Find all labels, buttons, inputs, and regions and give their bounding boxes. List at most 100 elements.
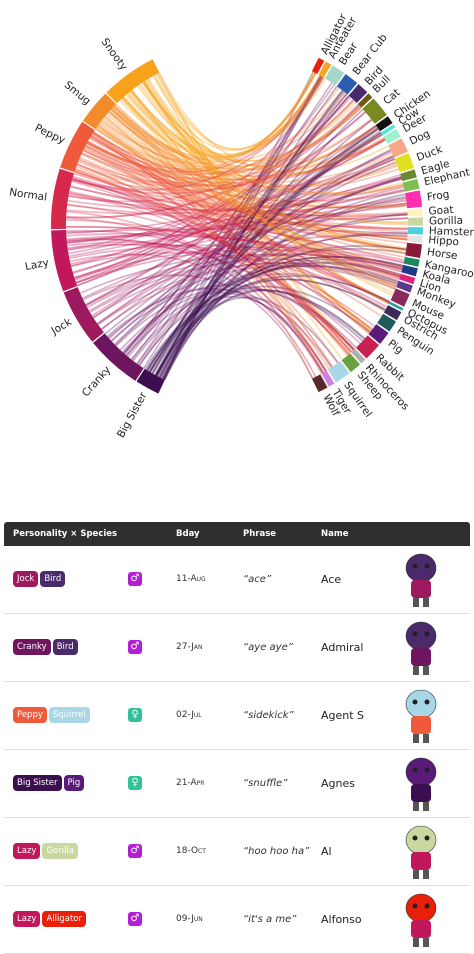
chord-ribbon — [142, 81, 377, 168]
tag-group: Jock Bird — [13, 571, 67, 587]
chord-ribbon — [85, 128, 379, 306]
group-label: Gorilla — [429, 215, 463, 228]
chord-ribbon — [74, 171, 403, 268]
chord-ribbon — [69, 244, 401, 278]
chord-ribbon — [123, 75, 323, 354]
chord-ribbon — [138, 295, 327, 372]
personality-chip: Lazy — [13, 911, 41, 927]
chord-ribbon — [66, 217, 327, 372]
chord-ribbons — [66, 71, 409, 381]
chord-ribbon — [159, 258, 403, 379]
chord-ribbon — [155, 262, 401, 377]
chord-ribbon — [136, 189, 405, 365]
chord-ribbon — [162, 89, 344, 380]
chord-ribbon — [68, 96, 352, 203]
group-arc — [405, 190, 423, 209]
phrase: “hoo hoo ha” — [243, 846, 310, 857]
chord-ribbon — [66, 233, 402, 273]
chord-ribbon — [85, 234, 408, 307]
chord-ribbon — [83, 147, 408, 215]
chord-ribbon — [161, 289, 366, 380]
birthday: 27-Jan — [176, 642, 203, 652]
chord-ribbon — [92, 253, 403, 319]
chord-ribbon — [67, 105, 361, 251]
group-arc — [321, 370, 335, 387]
chord-ribbon — [121, 217, 408, 353]
chord-ribbon — [86, 142, 399, 193]
chord-ribbon — [85, 144, 405, 203]
chord-ribbon — [68, 194, 407, 213]
group-label: Big Sister — [115, 390, 150, 440]
chord-ribbon — [108, 178, 402, 340]
group-label: Cranky — [80, 364, 113, 399]
chord-ribbon — [110, 75, 321, 161]
chord-ribbon — [85, 143, 408, 233]
chord-ribbon — [144, 80, 397, 287]
chord-ribbon — [113, 72, 317, 160]
group-arc — [402, 178, 420, 192]
group-label: Lazy — [24, 257, 50, 273]
gender-icon: ♂ — [128, 844, 142, 858]
chord-ribbon — [143, 80, 407, 209]
species-chip: Bird — [40, 571, 66, 587]
chord-ribbon — [111, 108, 406, 255]
chord-ribbon — [156, 73, 355, 351]
chord-ribbon — [66, 230, 361, 345]
chord-ribbon — [126, 95, 350, 357]
chord-ribbon — [66, 228, 408, 235]
chord-ribbon — [70, 174, 401, 265]
table-header: Personality × Species Bday Phrase Name — [4, 522, 470, 546]
personality-chip: Lazy — [13, 843, 41, 859]
chord-ribbon — [98, 122, 373, 331]
phrase: “snuffle” — [243, 778, 288, 789]
phrase: “aye aye” — [243, 642, 293, 653]
tag-group: Lazy Alligator — [13, 911, 88, 927]
group-arc — [51, 230, 78, 292]
group-arc — [388, 138, 408, 158]
chord-ribbon — [86, 92, 347, 176]
chord-ribbon — [136, 85, 361, 162]
group-arc — [375, 116, 393, 132]
group-arc — [362, 98, 387, 124]
chord-ribbon — [97, 177, 402, 325]
chord-ribbon — [144, 265, 399, 370]
group-arc — [396, 280, 413, 293]
chord-ribbon — [130, 90, 407, 252]
chord-ribbon — [67, 243, 388, 308]
chord-ribbon — [69, 253, 317, 378]
chord-ribbon — [106, 113, 399, 283]
chord-ribbon — [74, 186, 404, 279]
chord-ribbon — [155, 275, 391, 377]
chord-ribbon — [148, 119, 373, 373]
group-arc — [348, 84, 368, 103]
chord-ribbon — [92, 107, 362, 175]
chord-ribbon — [162, 196, 406, 380]
chord-ribbon — [82, 202, 407, 299]
chord-ribbon — [148, 255, 404, 373]
chord-ribbon — [79, 253, 401, 294]
chord-ribbon — [66, 234, 403, 269]
table-row: Cranky Bird ♂ 27-Jan “aye aye” Admiral — [4, 614, 470, 682]
phrase: “ace” — [243, 574, 272, 585]
chord-ribbon — [90, 135, 396, 188]
group-arc — [357, 93, 373, 108]
chord-ribbon — [142, 81, 394, 297]
chord-ribbon — [74, 168, 355, 351]
chord-ribbon — [89, 258, 399, 313]
chord-ribbon — [84, 145, 391, 303]
chord-ribbon — [76, 106, 362, 187]
chord-ribbon — [73, 172, 408, 221]
group-label: Goat — [428, 204, 454, 218]
chord-ribbon — [78, 125, 377, 187]
chord-ribbon — [86, 141, 408, 230]
group-arc — [136, 368, 165, 394]
group-arc — [407, 217, 423, 226]
chord-ribbon — [155, 93, 348, 376]
birthday: 21-Apr — [176, 778, 205, 788]
chord-ribbon — [160, 193, 406, 379]
group-arc — [383, 128, 401, 145]
chord-ribbon — [130, 89, 348, 357]
chord-ribbon — [156, 278, 386, 377]
chord-ribbon — [108, 110, 408, 240]
